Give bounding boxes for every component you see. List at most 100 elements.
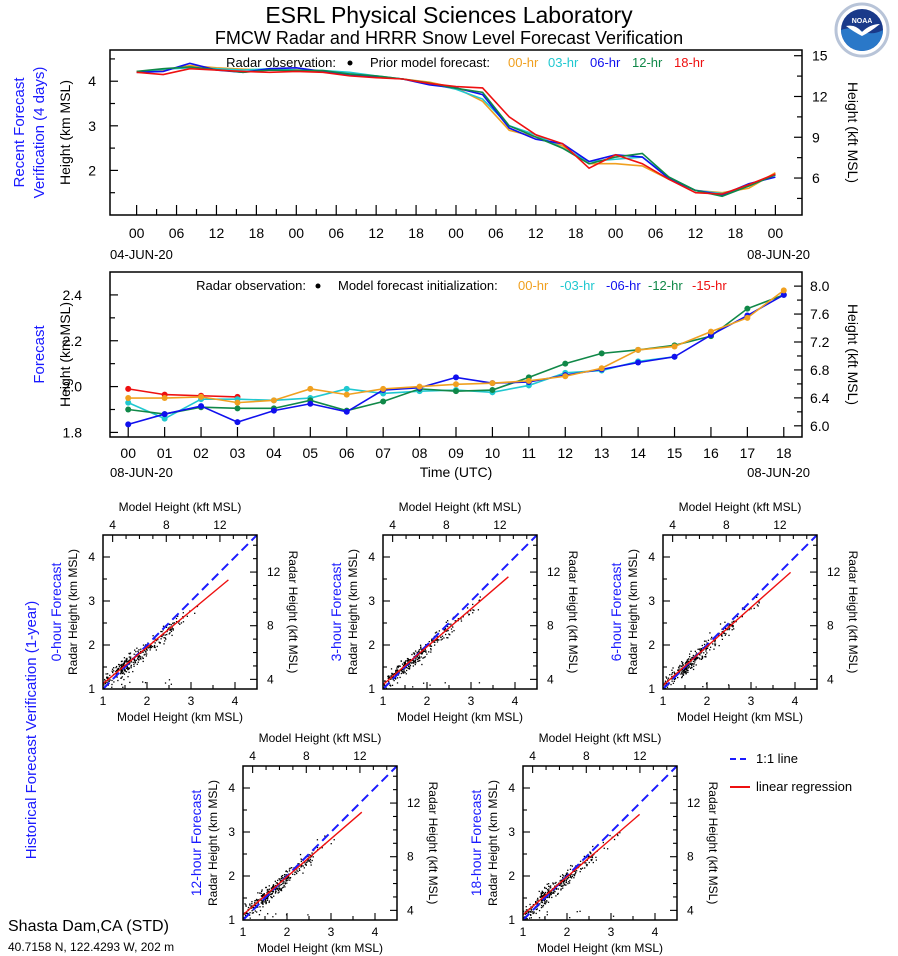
scatter-point [408,668,410,670]
scatter-point [549,886,551,888]
scatter-point [546,914,548,916]
scatter-point [391,684,394,687]
x-top-axis-label: Model Height (kft MSL) [679,500,802,514]
scatter-point [404,671,406,673]
scatter-point [441,638,444,640]
scatter-point [270,893,272,895]
x-top-tick-label: 8 [583,749,590,763]
y-right-tick-label: 12 [812,88,828,104]
scatter-point [550,893,552,896]
scatter-point [266,899,269,901]
legend-12-hr: 12-hr [632,55,663,70]
scatter-point [538,917,541,919]
x-top-tick-label: 12 [213,518,227,532]
scatter-point [672,667,674,669]
scatter-point [418,656,420,658]
series-point-06-hr [198,403,205,410]
scatter-point [709,649,711,651]
scatter-point [685,672,687,674]
scatter-point [416,651,418,654]
scatter-point [163,643,165,645]
scatter-point [194,612,196,614]
scatter-point [681,672,683,675]
scatter-point [413,653,416,655]
scatter-point [704,656,706,658]
x-tick-label: 12 [688,225,704,241]
y-tick-label: 1 [368,682,375,696]
series-point-06-hr [270,407,277,414]
scatter-point [602,841,604,844]
scatter-point [566,872,568,874]
scatter-point [530,908,532,910]
scatter-point [281,887,284,889]
scatter-point [153,644,156,647]
scatter-point [687,660,689,663]
scatter-point [133,665,135,667]
scatter-point [129,656,132,658]
scatter-point [302,865,304,867]
scatter-point [400,669,403,672]
x-tick-label: 06 [169,225,185,241]
scatter-point [692,656,694,658]
scatter-point [142,644,145,646]
scatter-point [307,855,309,858]
scatter-point [252,912,255,914]
scatter-point [429,645,431,647]
x-top-tick-label: 12 [773,518,787,532]
y-tick-label: 1 [228,913,235,927]
scatter-point [435,639,437,641]
x-axis-label: Model Height (km MSL) [117,710,243,724]
y-tick-label: 2 [88,638,95,652]
scatter-point [559,884,561,887]
y-right-tick-label: 8.0 [810,278,830,294]
scatter-point [701,655,703,657]
scatter-point [251,902,253,905]
scatter-point [454,620,456,622]
scatter-point [399,676,401,679]
scatter-point [477,609,480,611]
scatter-point [428,640,430,643]
legend-06-hr: 06-hr [590,55,621,70]
scatter-point [120,672,122,674]
scatter-point [694,657,697,660]
scatter-point [568,881,570,883]
scatter-point [249,904,251,906]
scatter-point [265,897,267,900]
scatter-point [145,648,148,651]
scatter-point [387,675,389,678]
scatter-point [244,903,246,905]
scatter-point [579,860,582,863]
series-point-00-hr [307,385,314,392]
scatter-point [673,672,676,674]
scatter-point [412,652,415,654]
scatter-point [120,660,123,663]
scatter-point [669,674,671,676]
scatter-point [128,671,130,673]
scatter-point [680,670,682,672]
scatter-point [585,864,588,866]
scatter-point [431,640,433,642]
scatter-point [121,683,123,686]
scatter-point [150,646,153,649]
y-tick-label: 1 [648,682,655,696]
scatter-point [706,652,708,654]
scatter-point [153,645,156,647]
x-tick-label: 12 [209,225,225,241]
scatter-point [259,892,261,894]
scatter-point [542,904,545,907]
scatter-point [673,680,675,682]
scatter-point [257,899,259,901]
scatter-point [300,860,303,863]
scatter-point [460,618,462,620]
scatter-point [129,653,131,655]
x-top-tick-label: 4 [389,518,396,532]
scatter-point [717,634,720,636]
panel-title: 18-hour Forecast [468,790,484,897]
scatter-point [699,648,701,650]
scatter-point [720,634,723,637]
scatter-point [283,880,285,883]
scatter-point [690,663,692,665]
scatter-point [678,669,680,671]
scatter-point [541,900,543,902]
scatter-point [721,633,723,636]
